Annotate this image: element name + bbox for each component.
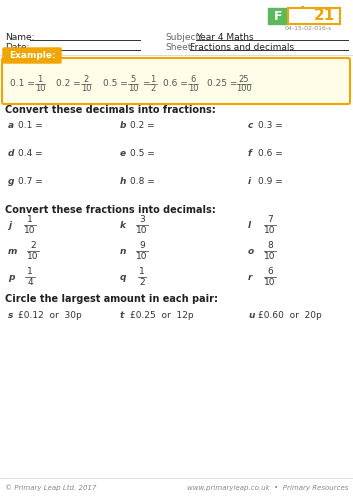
Text: 1: 1	[139, 268, 145, 276]
Text: 0.3 =: 0.3 =	[258, 122, 283, 130]
Text: =: =	[142, 80, 150, 88]
Text: e: e	[120, 150, 126, 158]
FancyBboxPatch shape	[268, 8, 288, 24]
Text: 25: 25	[239, 74, 249, 84]
Text: 0.25 =: 0.25 =	[207, 80, 237, 88]
Text: b: b	[120, 122, 126, 130]
Text: 10: 10	[35, 84, 45, 94]
Text: 3: 3	[139, 216, 145, 224]
Text: r: r	[248, 272, 252, 281]
Text: 6: 6	[190, 74, 196, 84]
Text: Convert these fractions into decimals:: Convert these fractions into decimals:	[5, 205, 216, 215]
Text: 10: 10	[188, 84, 198, 94]
Text: 0.8 =: 0.8 =	[130, 178, 155, 186]
Text: 8: 8	[267, 242, 273, 250]
Text: © Primary Leap Ltd. 2017: © Primary Leap Ltd. 2017	[5, 484, 96, 492]
Text: a: a	[8, 122, 14, 130]
Text: 0.1 =: 0.1 =	[18, 122, 43, 130]
Text: www.primaryleap.co.uk  •  Primary Resources: www.primaryleap.co.uk • Primary Resource…	[187, 485, 348, 491]
Text: 4: 4	[27, 278, 33, 286]
FancyBboxPatch shape	[288, 8, 340, 24]
Text: 2: 2	[83, 74, 89, 84]
Text: 0.6 =: 0.6 =	[163, 80, 188, 88]
Text: Circle the largest amount in each pair:: Circle the largest amount in each pair:	[5, 294, 218, 304]
Text: f: f	[248, 150, 252, 158]
Text: s: s	[8, 310, 13, 320]
Text: 0.6 =: 0.6 =	[258, 150, 283, 158]
Text: 10: 10	[128, 84, 138, 94]
Text: 10: 10	[136, 226, 148, 234]
Text: k: k	[120, 220, 126, 230]
Text: 5: 5	[130, 74, 136, 84]
Text: 0.9 =: 0.9 =	[258, 178, 283, 186]
Text: Subject:: Subject:	[165, 32, 202, 42]
Text: Convert these decimals into fractions:: Convert these decimals into fractions:	[5, 105, 216, 115]
Text: 10: 10	[24, 226, 36, 234]
Text: 6: 6	[267, 268, 273, 276]
Text: j: j	[8, 220, 11, 230]
Text: i: i	[248, 178, 251, 186]
Text: h: h	[120, 178, 126, 186]
Text: 2: 2	[139, 278, 145, 286]
Text: 10: 10	[264, 278, 276, 286]
Text: 1: 1	[37, 74, 43, 84]
Text: t: t	[120, 310, 124, 320]
Text: F: F	[274, 10, 282, 22]
Text: 0.4 =: 0.4 =	[18, 150, 43, 158]
Text: 100: 100	[236, 84, 252, 94]
Text: Sheet:: Sheet:	[165, 42, 194, 51]
Text: 0.2 =: 0.2 =	[56, 80, 80, 88]
Text: Date:: Date:	[5, 42, 30, 51]
Text: p: p	[8, 272, 14, 281]
Text: 10: 10	[264, 226, 276, 234]
Text: c: c	[248, 122, 253, 130]
Text: o: o	[248, 246, 254, 256]
Text: n: n	[120, 246, 126, 256]
Text: u: u	[248, 310, 255, 320]
Text: 10: 10	[136, 252, 148, 260]
Text: Example:: Example:	[9, 51, 55, 60]
Text: q: q	[120, 272, 126, 281]
Text: Fractions and decimals: Fractions and decimals	[190, 42, 294, 51]
Text: g: g	[8, 178, 14, 186]
Text: 1: 1	[27, 216, 33, 224]
Text: Year 4 Maths: Year 4 Maths	[196, 32, 253, 42]
Text: Name:: Name:	[5, 32, 35, 42]
Text: 0.2 =: 0.2 =	[130, 122, 155, 130]
Text: 2: 2	[30, 242, 36, 250]
Text: 21: 21	[313, 8, 335, 24]
Text: 1: 1	[150, 74, 156, 84]
Text: 0.7 =: 0.7 =	[18, 178, 43, 186]
Text: m: m	[8, 246, 17, 256]
Text: 1: 1	[27, 268, 33, 276]
Text: 0.5 =: 0.5 =	[103, 80, 128, 88]
Text: l: l	[248, 220, 251, 230]
FancyBboxPatch shape	[2, 58, 350, 104]
FancyBboxPatch shape	[3, 48, 61, 63]
Text: Score: Score	[299, 6, 321, 15]
Text: £0.60  or  20p: £0.60 or 20p	[258, 310, 322, 320]
Text: 10: 10	[81, 84, 91, 94]
Text: 0.5 =: 0.5 =	[130, 150, 155, 158]
Text: 2: 2	[150, 84, 156, 94]
Text: 04-15-02-016-s: 04-15-02-016-s	[284, 26, 332, 31]
Text: £0.25  or  12p: £0.25 or 12p	[130, 310, 194, 320]
Text: d: d	[8, 150, 14, 158]
Text: 7: 7	[267, 216, 273, 224]
Text: 9: 9	[139, 242, 145, 250]
Text: 10: 10	[264, 252, 276, 260]
Text: 0.1 =: 0.1 =	[10, 80, 35, 88]
Text: £0.12  or  30p: £0.12 or 30p	[18, 310, 82, 320]
Text: 10: 10	[27, 252, 39, 260]
